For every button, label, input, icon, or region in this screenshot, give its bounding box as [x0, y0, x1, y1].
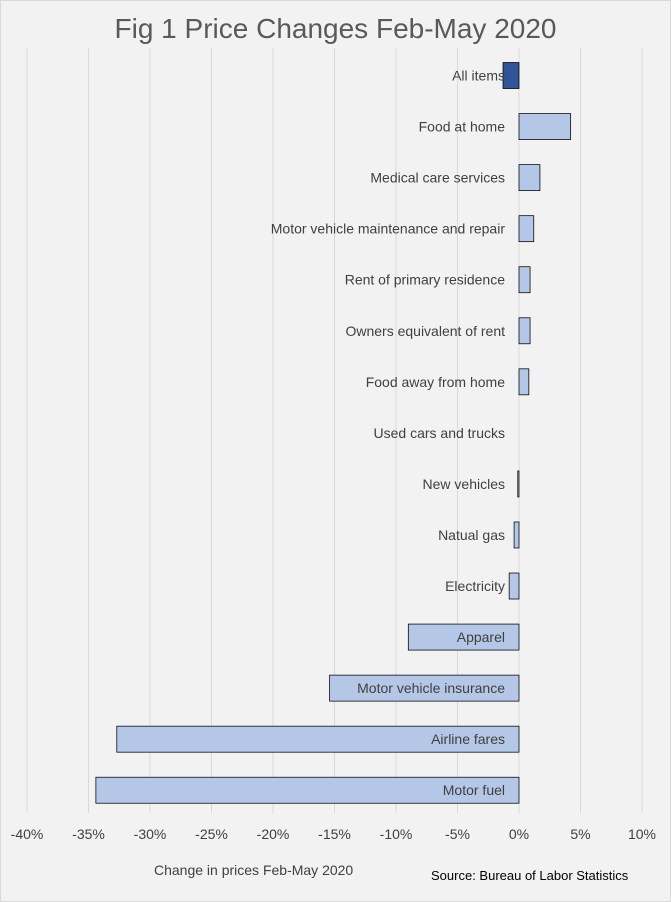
category-label: Motor fuel: [443, 782, 505, 798]
chart-title: Fig 1 Price Changes Feb-May 2020: [114, 13, 557, 44]
x-tick-label: -35%: [72, 826, 105, 842]
bar: [518, 317, 531, 345]
x-tick-label: -30%: [134, 826, 167, 842]
category-label: Medical care services: [370, 170, 505, 186]
bar: [513, 521, 520, 549]
category-label: Food away from home: [366, 374, 505, 390]
bar: [508, 572, 520, 600]
category-label: Motor vehicle maintenance and repair: [271, 221, 506, 237]
x-tick-label: -25%: [195, 826, 228, 842]
bar: [518, 368, 530, 396]
category-label: Food at home: [419, 119, 506, 135]
source-note: Source: Bureau of Labor Statistics: [431, 868, 629, 883]
bar: [518, 266, 531, 294]
category-label: Owners equivalent of rent: [345, 323, 505, 339]
bar: [116, 725, 520, 753]
bar: [502, 62, 520, 89]
x-tick-label: 0%: [509, 826, 529, 842]
bar: [95, 776, 520, 804]
category-label: Natual gas: [438, 527, 505, 543]
bar: [518, 215, 535, 243]
bar: [517, 470, 520, 498]
category-label: Apparel: [457, 629, 505, 645]
category-label: All items: [452, 68, 505, 84]
bar: [407, 623, 520, 651]
bar: [518, 113, 572, 140]
category-label: Used cars and trucks: [374, 425, 506, 441]
category-label: New vehicles: [423, 476, 505, 492]
category-label: Electricity: [445, 578, 505, 594]
x-tick-label: -5%: [445, 826, 470, 842]
x-tick-label: -40%: [11, 826, 44, 842]
category-label: Rent of primary residence: [345, 272, 506, 288]
bar: [518, 164, 541, 191]
x-tick-label: -15%: [318, 826, 351, 842]
category-label: Airline fares: [431, 731, 505, 747]
x-tick-label: -20%: [257, 826, 290, 842]
x-tick-label: 5%: [570, 826, 590, 842]
x-axis-label: Change in prices Feb-May 2020: [154, 862, 354, 878]
bar: [329, 674, 520, 702]
x-tick-label: -10%: [380, 826, 413, 842]
category-label: Motor vehicle insurance: [357, 680, 505, 696]
x-tick-label: 10%: [628, 826, 656, 842]
